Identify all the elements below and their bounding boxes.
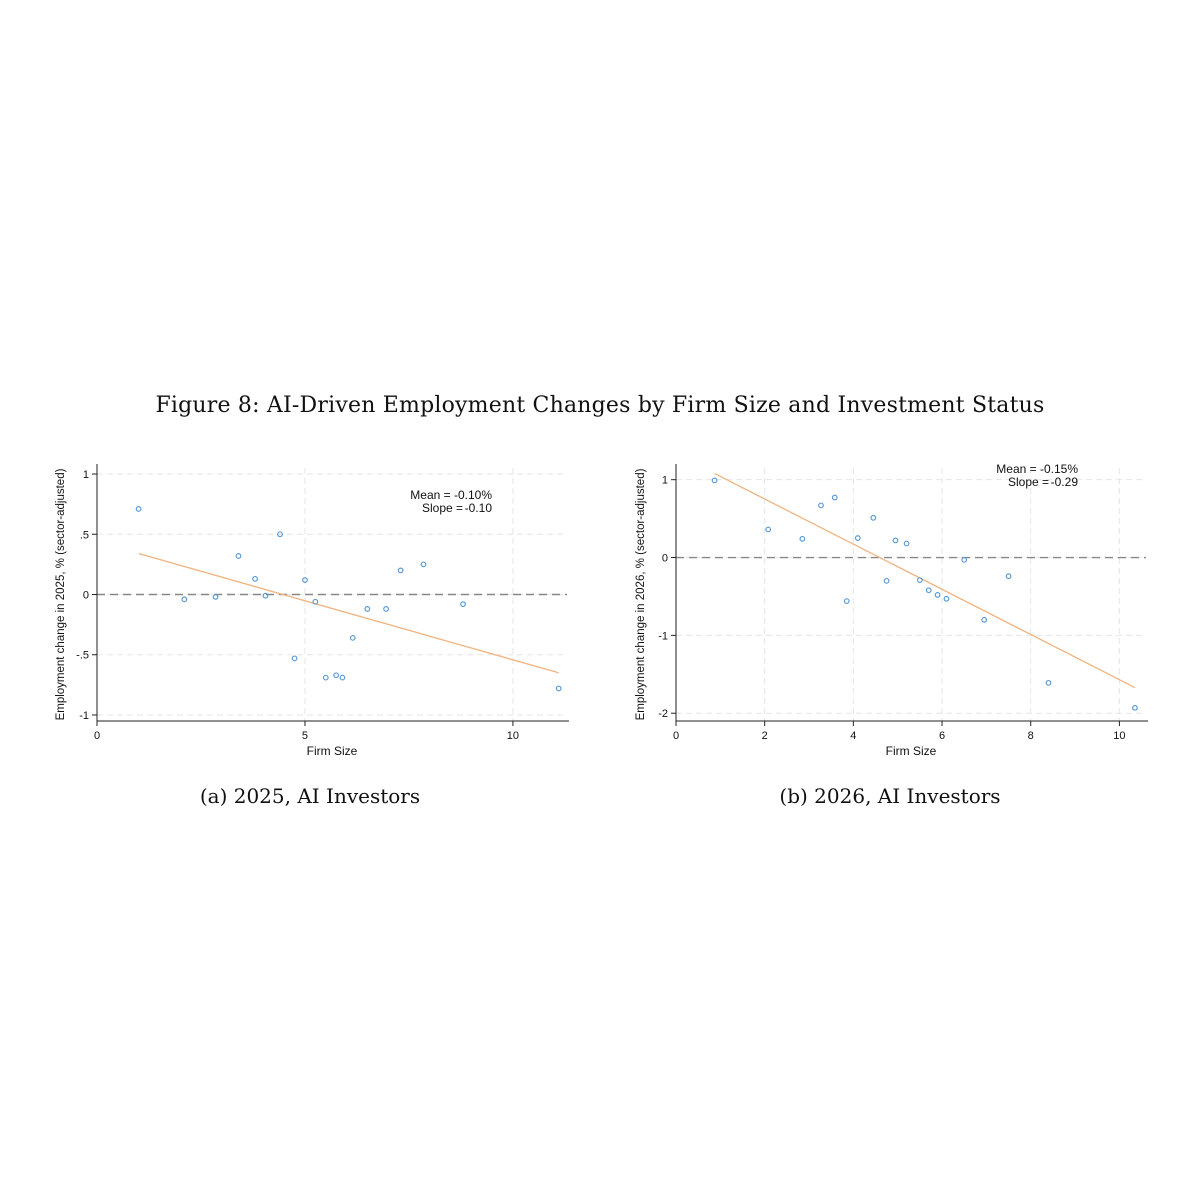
data-point — [397, 567, 404, 574]
data-point — [943, 595, 950, 602]
data-point — [135, 506, 142, 512]
slope-annotation-value: -0.29 — [1051, 475, 1079, 489]
caption-b: (b) 2026, AI Investors — [779, 784, 1001, 808]
data-point — [277, 531, 283, 538]
fit-line — [714, 472, 1136, 689]
data-point — [883, 577, 890, 584]
data-point — [333, 672, 340, 679]
data-point — [916, 577, 923, 583]
y-tick-label: -1 — [79, 710, 89, 722]
y-tick-label: 0 — [83, 590, 89, 602]
data-point — [799, 535, 806, 542]
data-point — [870, 514, 877, 521]
y-tick-label: -1 — [658, 630, 668, 642]
fit-line — [138, 552, 559, 674]
data-point — [235, 553, 242, 559]
x-tick-label: 10 — [1113, 730, 1125, 742]
y-tick-label: 1 — [83, 469, 89, 481]
data-point — [460, 601, 466, 608]
data-point — [711, 477, 718, 484]
data-point — [854, 535, 861, 541]
data-point — [843, 598, 850, 605]
data-point — [961, 556, 968, 563]
y-axis-title: Employment change in 2025, % (sector-adj… — [55, 468, 67, 720]
mean-annotation: Mean = -0.10% — [410, 488, 492, 502]
caption-a: (a) 2025, AI Investors — [199, 784, 421, 808]
data-point — [903, 540, 910, 547]
x-tick-label: 10 — [507, 730, 519, 742]
data-point — [831, 494, 838, 501]
y-tick-label: .5 — [80, 529, 89, 541]
y-axis-title: Employment change in 2026, % (sector-adj… — [635, 468, 647, 720]
data-point — [349, 634, 356, 641]
data-point — [252, 575, 258, 582]
data-point — [262, 592, 269, 599]
data-point — [555, 685, 562, 692]
data-point — [291, 655, 298, 662]
data-point — [383, 606, 389, 612]
data-point — [765, 526, 772, 533]
chart-panel-b: -2 -1 0 1 0 2 4 6 8 10 Firm Size Employment change … — [630, 455, 1160, 760]
data-point — [339, 674, 346, 681]
slope-annotation-value: -0.10 — [465, 501, 493, 515]
data-point — [925, 587, 932, 594]
x-axis-title: Firm Size — [307, 744, 358, 758]
x-tick-label: 5 — [302, 730, 308, 742]
figure-title: Figure 8: AI-Driven Employment Changes b… — [155, 393, 1045, 418]
y-tick-label: 0 — [662, 553, 668, 565]
x-tick-label: 6 — [939, 730, 945, 742]
data-point — [364, 606, 371, 612]
slope-annotation-label: Slope = — [1008, 475, 1049, 489]
y-tick-label: 1 — [662, 475, 668, 487]
data-point — [420, 561, 427, 568]
x-tick-label: 0 — [94, 730, 100, 742]
x-tick-label: 8 — [1028, 730, 1034, 742]
x-tick-label: 4 — [850, 730, 856, 742]
x-tick-label: 2 — [762, 730, 768, 742]
x-axis-title: Firm Size — [886, 744, 937, 758]
data-point — [181, 596, 188, 603]
data-point — [1045, 679, 1052, 686]
data-point — [302, 577, 308, 583]
data-point — [212, 594, 219, 600]
data-point — [892, 537, 899, 544]
x-tick-label: 0 — [673, 730, 679, 742]
y-tick-label: -.5 — [76, 650, 89, 662]
data-point — [981, 616, 988, 623]
chart-panel-a: -1 -.5 0.5 1 0 5 10 Firm Size Employment change … — [50, 455, 580, 760]
data-point — [312, 598, 319, 605]
data-point — [818, 502, 824, 509]
y-tick-label: -2 — [658, 708, 668, 720]
mean-annotation: Mean = -0.15% — [996, 462, 1078, 476]
slope-annotation-label: Slope = — [422, 501, 463, 515]
data-point — [1132, 704, 1138, 711]
data-point — [322, 674, 329, 681]
data-point — [934, 591, 941, 598]
data-point — [1005, 573, 1012, 580]
